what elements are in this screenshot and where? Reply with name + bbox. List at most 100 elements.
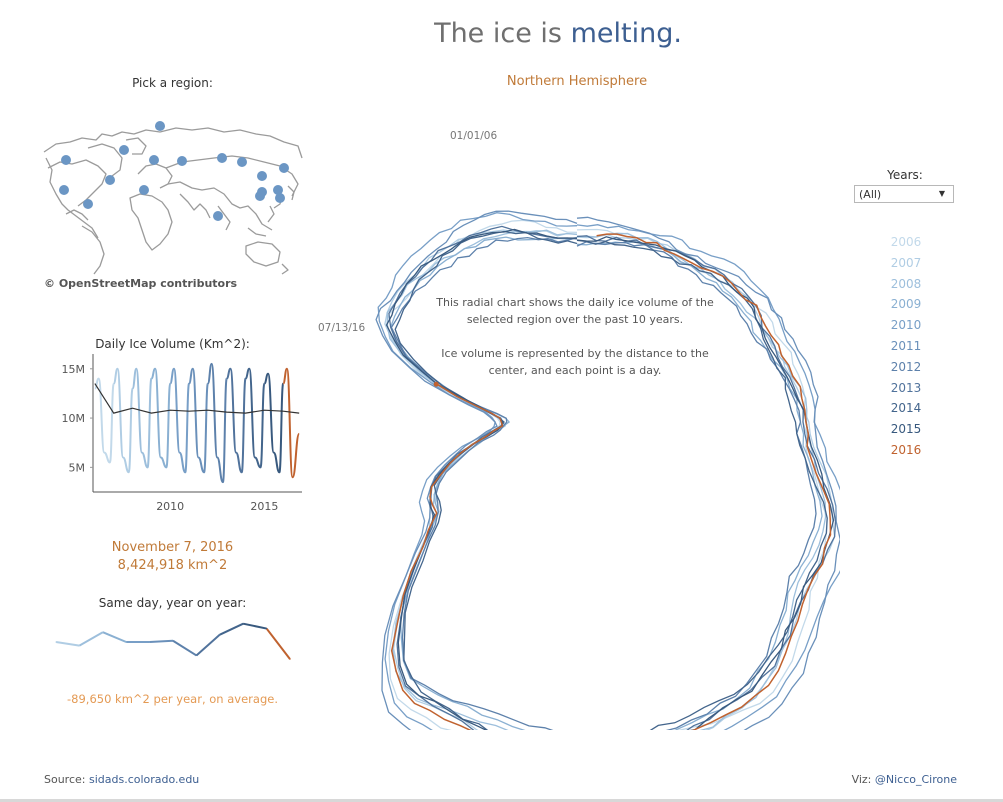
- sparkline-segment: [242, 622, 267, 630]
- map-marker[interactable]: [273, 185, 283, 195]
- volume-series-line[interactable]: [94, 377, 115, 464]
- map-marker[interactable]: [257, 171, 267, 181]
- volume-series-line[interactable]: [263, 372, 285, 474]
- sparkline-point[interactable]: [266, 627, 268, 630]
- sparkline-segment: [172, 639, 197, 657]
- average-change-label: -89,650 km^2 per year, on average.: [67, 692, 278, 706]
- sparkline-point[interactable]: [219, 634, 221, 636]
- legend-year-2014[interactable]: 2014: [890, 401, 922, 416]
- map-marker[interactable]: [59, 185, 69, 195]
- x-tick-label: 2015: [250, 500, 278, 513]
- volume-series-line[interactable]: [131, 367, 153, 469]
- legend-year-2007[interactable]: 2007: [890, 255, 922, 270]
- legend-year-2016[interactable]: 2016: [890, 442, 922, 457]
- region-map[interactable]: [42, 118, 304, 278]
- sparkline-point[interactable]: [172, 640, 174, 642]
- years-dropdown[interactable]: (All) ▼: [854, 185, 954, 203]
- map-marker[interactable]: [177, 156, 187, 166]
- radial-chart[interactable]: 01/01/06 07/13/16: [300, 110, 840, 730]
- description-line-2: Ice volume is represented by the distanc…: [441, 347, 709, 377]
- map-marker[interactable]: [217, 153, 227, 163]
- legend-year-2010[interactable]: 2010: [890, 318, 922, 333]
- trend-line: [94, 383, 300, 414]
- legend-year-2011[interactable]: 2011: [890, 338, 922, 353]
- map-marker[interactable]: [105, 175, 115, 185]
- sparkline-point[interactable]: [55, 641, 57, 643]
- same-day-title: Same day, year on year:: [98, 596, 247, 610]
- sparkline-point[interactable]: [149, 641, 151, 643]
- sparkline-segment: [195, 633, 221, 657]
- radial-end-label: 07/13/16: [318, 322, 365, 334]
- sparkline-point[interactable]: [195, 654, 197, 657]
- sparkline-point[interactable]: [125, 641, 127, 643]
- daily-ice-volume-chart[interactable]: 15M 10M 5M 2010 2015: [42, 352, 304, 524]
- y-tick-label: 5M: [69, 461, 86, 474]
- legend-year-2008[interactable]: 2008: [890, 276, 922, 291]
- map-marker[interactable]: [213, 211, 223, 221]
- same-day-sparkline[interactable]: [42, 612, 304, 676]
- sparkline-segment: [78, 631, 104, 647]
- sparkline-segment: [149, 639, 174, 643]
- volume-chart-title: Daily Ice Volume (Km^2):: [95, 337, 250, 351]
- sparkline-segment: [265, 627, 291, 660]
- years-filter-label: Years:: [887, 168, 923, 182]
- volume-series-line[interactable]: [188, 367, 209, 474]
- map-marker[interactable]: [279, 163, 289, 173]
- credit-link[interactable]: @Nicco_Cirone: [874, 773, 957, 786]
- credit-label: Viz:: [851, 773, 875, 786]
- map-marker[interactable]: [275, 193, 285, 203]
- chevron-down-icon: ▼: [938, 189, 945, 198]
- source-link[interactable]: sidads.colorado.edu: [88, 773, 200, 786]
- volume-series-line[interactable]: [206, 362, 228, 484]
- map-marker[interactable]: [155, 121, 165, 131]
- title-accent: melting.: [570, 18, 682, 49]
- map-attribution: © OpenStreetMap contributors: [44, 277, 238, 290]
- volume-series-line[interactable]: [150, 367, 172, 469]
- radial-start-label: 01/01/06: [450, 130, 497, 142]
- map-marker[interactable]: [255, 191, 265, 201]
- year-ring-2012[interactable]: [390, 236, 817, 730]
- y-tick-label: 15M: [62, 363, 86, 376]
- source-footer: Source: sidads.colorado.edu: [44, 773, 199, 786]
- volume-series-line[interactable]: [282, 367, 301, 479]
- map-marker[interactable]: [83, 199, 93, 209]
- sparkline-point[interactable]: [78, 645, 80, 647]
- sparkline-point[interactable]: [102, 631, 104, 633]
- legend-year-2013[interactable]: 2013: [890, 380, 922, 395]
- map-marker[interactable]: [149, 155, 159, 165]
- year-ring-2011[interactable]: [375, 210, 840, 730]
- map-coastlines: [43, 127, 303, 275]
- current-day-marker[interactable]: [433, 381, 439, 387]
- selected-date: November 7, 2016: [111, 540, 234, 555]
- year-ring-2013[interactable]: [388, 225, 837, 730]
- legend-year-2009[interactable]: 2009: [890, 297, 922, 312]
- source-label: Source:: [44, 773, 89, 786]
- sparkline-point[interactable]: [242, 623, 244, 625]
- sparkline-segment: [55, 641, 80, 647]
- y-tick-label: 10M: [62, 412, 86, 425]
- chart-description: This radial chart shows the daily ice vo…: [425, 294, 725, 396]
- year-ring-2015[interactable]: [385, 228, 835, 730]
- volume-series-line[interactable]: [226, 367, 247, 474]
- map-marker[interactable]: [61, 155, 71, 165]
- legend-year-2012[interactable]: 2012: [890, 359, 922, 374]
- volume-series-line[interactable]: [169, 367, 191, 474]
- sparkline-point[interactable]: [289, 658, 291, 660]
- year-ring-2009[interactable]: [390, 236, 823, 730]
- bottom-divider: [0, 799, 1003, 802]
- map-marker[interactable]: [237, 157, 247, 167]
- map-markers[interactable]: [59, 121, 289, 221]
- title-prefix: The ice is: [434, 18, 571, 49]
- legend-year-2015[interactable]: 2015: [890, 422, 922, 437]
- map-marker[interactable]: [139, 185, 149, 195]
- year-legend[interactable]: 2006 2007 2008 2009 2010 2011 2012 2013 2014 2015…: [876, 232, 936, 461]
- credit-footer: Viz: @Nicco_Cirone: [852, 773, 957, 786]
- pick-region-label: Pick a region:: [132, 76, 213, 90]
- volume-series-line[interactable]: [244, 367, 266, 469]
- year-ring-2010[interactable]: [377, 212, 840, 730]
- volume-series-line[interactable]: [112, 367, 134, 474]
- years-dropdown-value: (All): [859, 188, 882, 201]
- year-ring-2016[interactable]: [390, 233, 832, 730]
- map-marker[interactable]: [119, 145, 129, 155]
- legend-year-2006[interactable]: 2006: [890, 235, 922, 249]
